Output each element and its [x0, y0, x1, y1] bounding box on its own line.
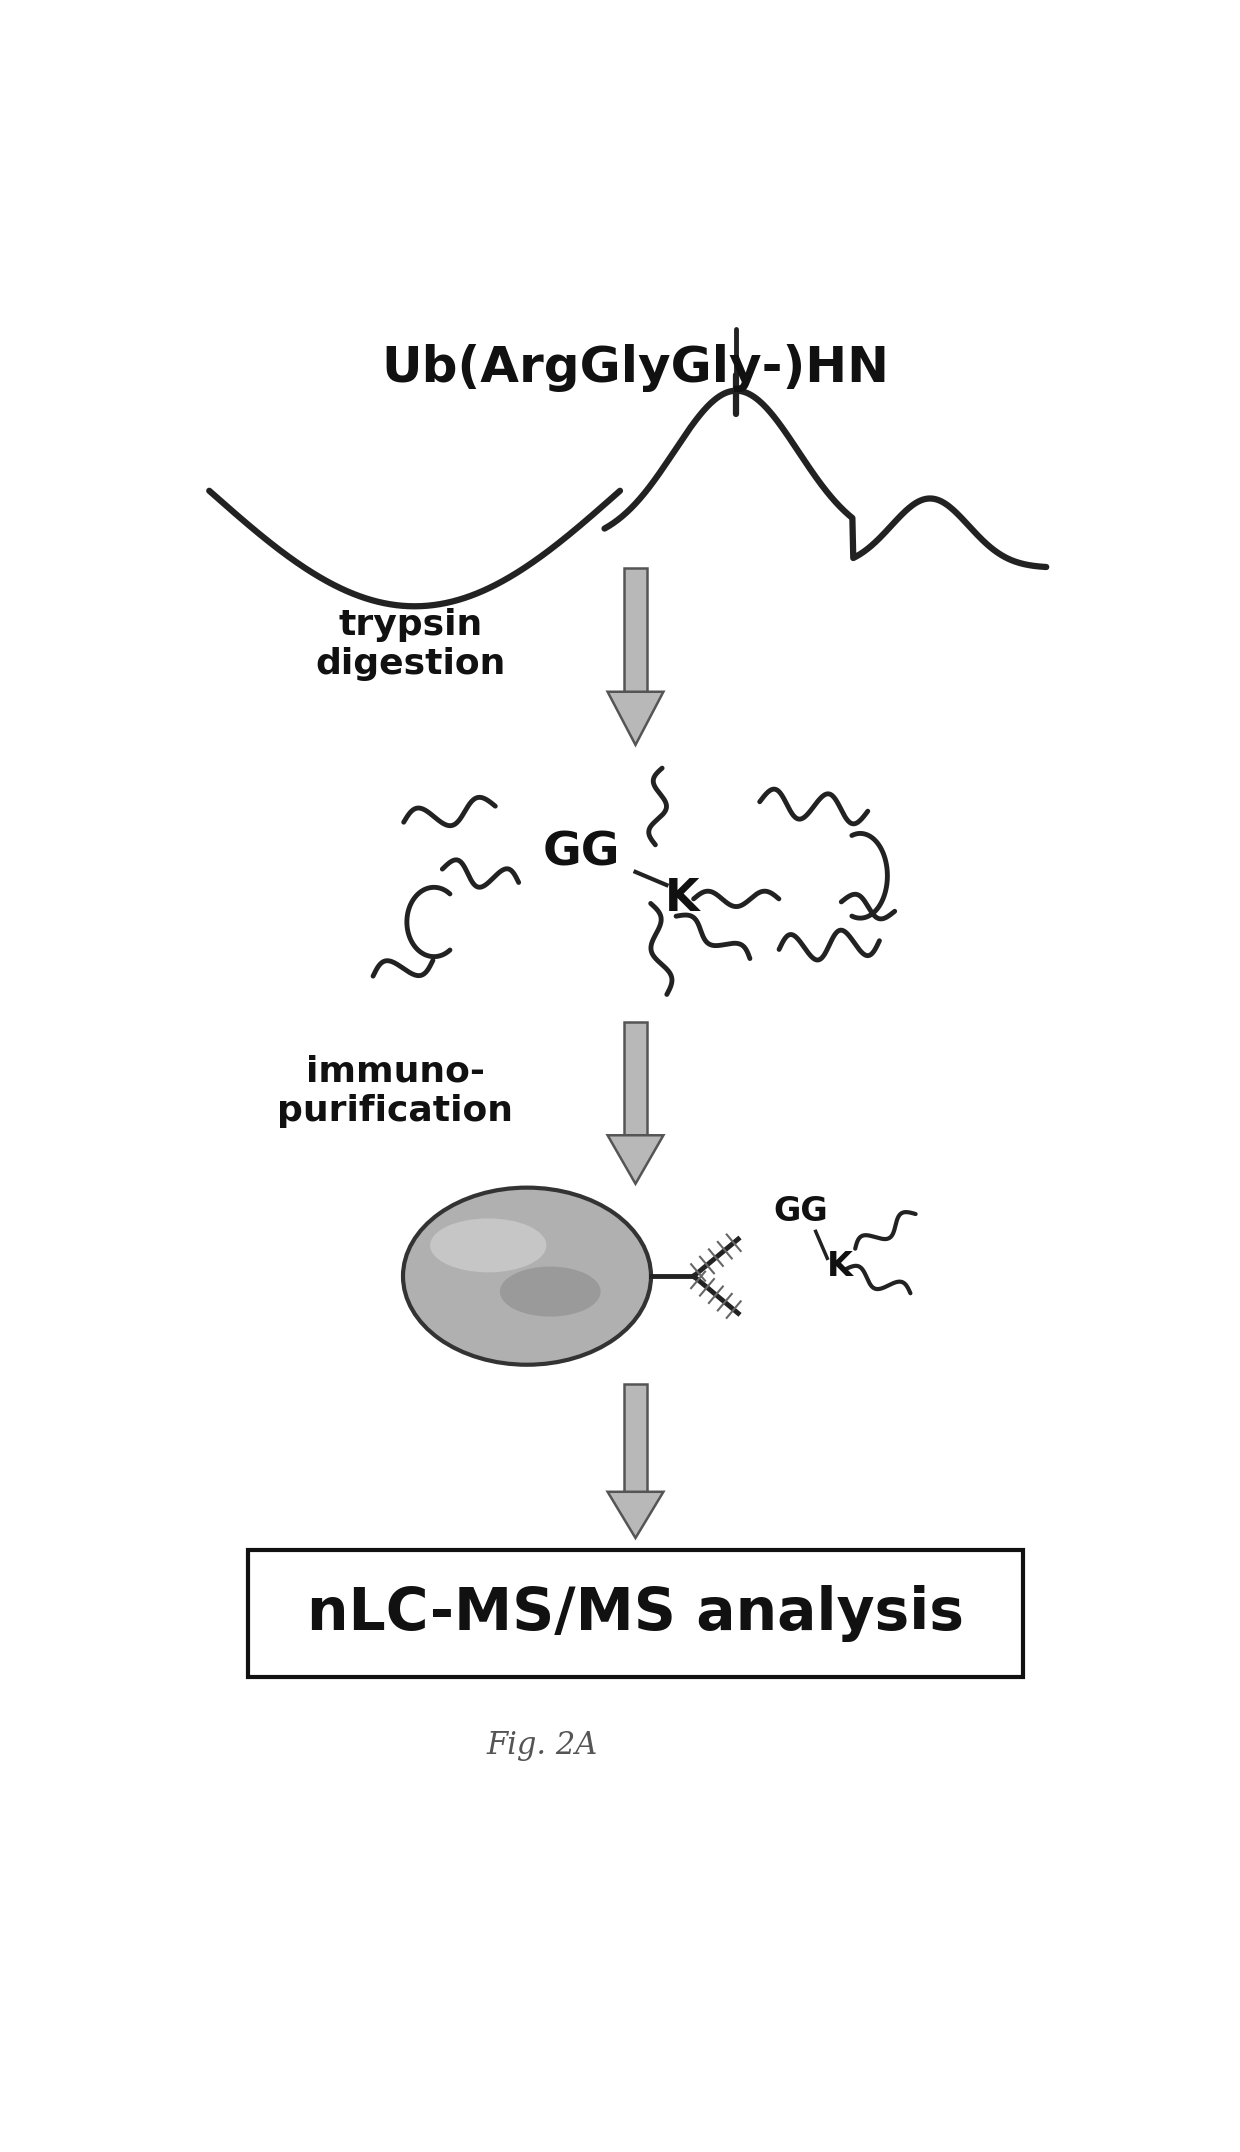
Text: GG: GG: [543, 831, 620, 876]
Polygon shape: [608, 1491, 663, 1539]
Bar: [624, 1384, 647, 1491]
Text: Fig. 2A: Fig. 2A: [487, 1730, 598, 1760]
Text: GG: GG: [773, 1194, 828, 1227]
Ellipse shape: [500, 1268, 600, 1317]
Ellipse shape: [403, 1188, 651, 1364]
Text: nLC-MS/MS analysis: nLC-MS/MS analysis: [308, 1584, 963, 1642]
Text: K: K: [665, 878, 699, 921]
Bar: [624, 1022, 647, 1136]
Text: Ub(ArgGlyGly-)HN: Ub(ArgGlyGly-)HN: [382, 344, 889, 392]
Text: immuno-
purification: immuno- purification: [278, 1054, 513, 1128]
Polygon shape: [608, 1136, 663, 1184]
Ellipse shape: [430, 1218, 547, 1272]
Bar: [624, 568, 647, 691]
Text: K: K: [827, 1250, 853, 1283]
Polygon shape: [608, 691, 663, 745]
Bar: [248, 1549, 1023, 1676]
Text: trypsin
digestion: trypsin digestion: [315, 609, 506, 682]
